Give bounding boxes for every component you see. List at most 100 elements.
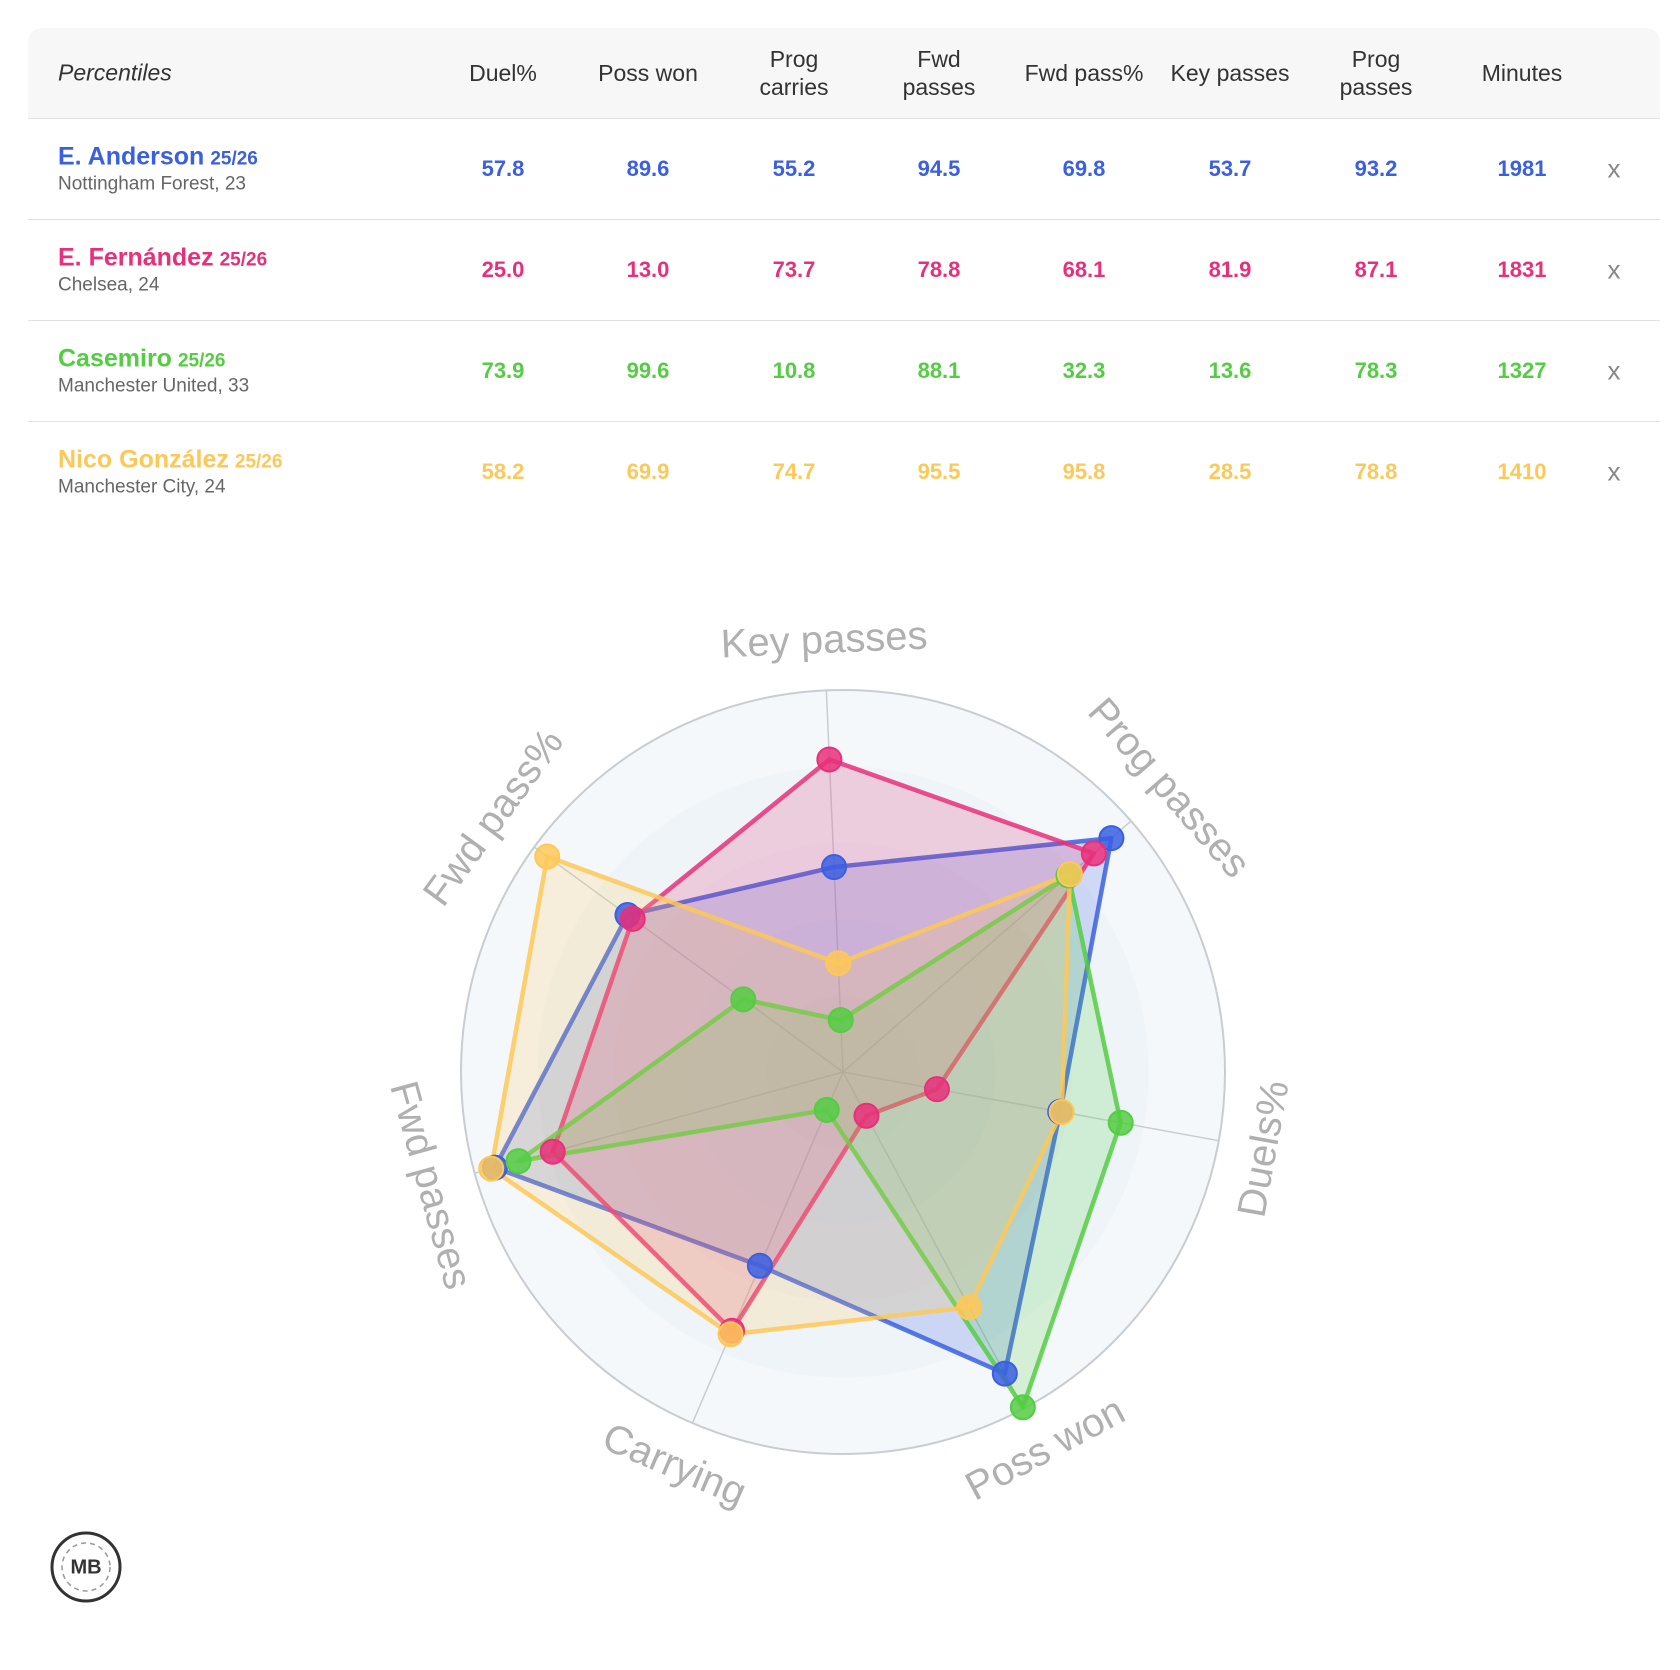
radar-area — [488, 854, 1073, 1337]
logo: MB — [50, 1531, 122, 1603]
stat-value: 32.3 — [1062, 358, 1106, 383]
stat-value: 93.2 — [1354, 156, 1398, 181]
stat-value: 94.5 — [917, 156, 961, 181]
remove-button[interactable]: x — [1607, 355, 1621, 386]
radar-point — [923, 1076, 950, 1103]
player-info: Casemiro 25/26 Manchester United, 33 — [58, 345, 249, 398]
radar-point — [505, 1148, 532, 1175]
stat-value: 78.8 — [917, 257, 961, 282]
radar-axis-label: Duels% — [1230, 1077, 1298, 1221]
player-name-line: Casemiro 25/26 — [58, 345, 249, 374]
season: 25/26 — [210, 148, 258, 170]
radar-point — [821, 854, 848, 881]
radar-axis — [691, 1071, 844, 1424]
table-header: Percentiles Duel% Poss won Prog carries Fwd… — [28, 28, 1660, 119]
player-row: E. Anderson 25/26 Nottingham Forest, 23 57.… — [28, 119, 1660, 220]
player-name: Nico González — [58, 445, 229, 474]
player-name: Casemiro — [58, 344, 172, 373]
radar-point — [816, 746, 843, 773]
stat-value: 73.7 — [772, 257, 816, 282]
remove-button[interactable]: x — [1607, 153, 1621, 184]
radar-point — [813, 1096, 840, 1123]
stat-value: 10.8 — [772, 358, 816, 383]
radar-point — [534, 843, 561, 870]
stat-value: 58.2 — [481, 459, 525, 484]
radar-point — [827, 1007, 854, 1034]
radar-point — [730, 986, 757, 1013]
column-header: Prog carries — [759, 46, 829, 100]
radar-point — [746, 1252, 773, 1279]
stat-value: 89.6 — [626, 156, 670, 181]
radar-point — [1107, 1109, 1134, 1136]
column-header: Poss won — [598, 60, 698, 86]
stat-value: 73.9 — [481, 358, 525, 383]
stat-value: 78.8 — [1354, 459, 1398, 484]
column-header: Minutes — [1481, 60, 1563, 86]
stat-value: 1410 — [1497, 459, 1547, 484]
player-row: Nico González 25/26 Manchester City, 24 58.… — [28, 422, 1660, 522]
stat-value: 99.6 — [626, 358, 670, 383]
stat-value: 1327 — [1497, 358, 1547, 383]
stat-value: 81.9 — [1208, 257, 1252, 282]
player-name-line: E. Anderson 25/26 — [58, 143, 258, 172]
stat-value: 13.6 — [1208, 358, 1252, 383]
radar-point — [956, 1294, 983, 1321]
radar-point — [1009, 1394, 1036, 1421]
stat-value: 78.3 — [1354, 358, 1398, 383]
club-age: Manchester United, 33 — [58, 375, 250, 397]
player-name-line: Nico González 25/26 — [58, 446, 282, 475]
comparison-table: Percentiles Duel% Poss won Prog carries Fwd… — [28, 28, 1660, 522]
radar-point — [1056, 861, 1083, 888]
stat-value: 95.5 — [917, 459, 961, 484]
stat-value: 57.8 — [481, 156, 525, 181]
player-info: Nico González 25/26 Manchester City, 24 — [58, 446, 282, 499]
stat-value: 69.9 — [626, 459, 670, 484]
stat-value: 1831 — [1497, 257, 1547, 282]
radar-axis-label: Key passes — [720, 613, 929, 666]
player-row: Casemiro 25/26 Manchester United, 33 73.9 99… — [28, 321, 1660, 422]
radar-axis — [842, 1071, 1219, 1142]
radar-area — [492, 835, 1114, 1376]
stat-value: 55.2 — [772, 156, 816, 181]
stat-value: 88.1 — [917, 358, 961, 383]
season: 25/26 — [177, 350, 226, 372]
column-header: Fwd pass% — [1024, 60, 1144, 86]
column-header: Duel% — [469, 60, 537, 86]
stat-value: 28.5 — [1208, 459, 1252, 484]
remove-button[interactable]: x — [1607, 254, 1621, 285]
radar-point — [825, 950, 852, 977]
season: 25/26 — [234, 451, 283, 473]
radar-point — [539, 1138, 566, 1165]
club-age: Nottingham Forest, 23 — [58, 173, 246, 195]
radar-point — [1048, 1098, 1075, 1125]
player-info: E. Anderson 25/26 Nottingham Forest, 23 — [58, 143, 258, 196]
stat-value: 95.8 — [1062, 459, 1106, 484]
stat-value: 69.8 — [1062, 156, 1106, 181]
stat-value: 87.1 — [1354, 257, 1398, 282]
column-header: Key passes — [1170, 60, 1290, 86]
player-name: E. Fernández — [58, 243, 214, 272]
radar-point — [991, 1360, 1018, 1387]
remove-button[interactable]: x — [1607, 456, 1621, 487]
stat-value: 74.7 — [772, 459, 816, 484]
radar-point — [1080, 840, 1107, 867]
radar-area — [516, 873, 1123, 1410]
column-header: Fwd passes — [902, 46, 976, 100]
radar-point — [478, 1155, 505, 1182]
club-age: Chelsea, 24 — [58, 274, 160, 296]
radar-axis — [842, 820, 1132, 1073]
radar-point — [853, 1102, 880, 1129]
stat-value: 68.1 — [1062, 257, 1106, 282]
corner-label: Percentiles — [58, 59, 172, 86]
club-age: Manchester City, 24 — [58, 476, 226, 498]
stat-value: 25.0 — [481, 257, 525, 282]
stat-value: 1981 — [1497, 156, 1547, 181]
player-name: E. Anderson — [58, 142, 205, 171]
logo-text: MB — [70, 1556, 101, 1578]
radar-point — [717, 1321, 744, 1348]
player-name-line: E. Fernández 25/26 — [58, 244, 267, 273]
radar-axis — [842, 1071, 1025, 1409]
stat-value: 53.7 — [1208, 156, 1252, 181]
